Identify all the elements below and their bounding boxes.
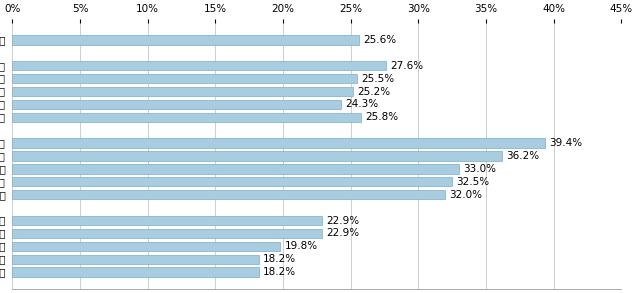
Text: 18.2%: 18.2%: [262, 254, 296, 264]
Text: 県央地域: 県央地域: [0, 74, 6, 84]
Text: 県西地域: 県西地域: [0, 112, 6, 122]
Text: 43位: 43位: [0, 254, 6, 264]
Text: 36.2%: 36.2%: [506, 151, 540, 161]
Bar: [12, 100, 341, 109]
Text: 27.6%: 27.6%: [390, 61, 423, 71]
Bar: [12, 61, 386, 70]
Bar: [12, 139, 545, 148]
Text: 25.5%: 25.5%: [361, 74, 394, 84]
Text: 25.8%: 25.8%: [366, 112, 399, 122]
Text: 32.0%: 32.0%: [450, 190, 482, 200]
Text: 5位: 5位: [0, 190, 6, 200]
Text: 2位: 2位: [0, 151, 6, 161]
Text: 24.3%: 24.3%: [345, 99, 378, 109]
Text: 25.6%: 25.6%: [363, 35, 396, 45]
Bar: [12, 35, 359, 45]
Text: 40位: 40位: [0, 216, 6, 226]
Bar: [12, 190, 445, 199]
Text: 42位: 42位: [0, 241, 6, 251]
Bar: [12, 113, 361, 122]
Text: 3位: 3位: [0, 164, 6, 174]
Bar: [12, 216, 322, 225]
Text: 県計: 県計: [0, 35, 6, 45]
Bar: [12, 242, 280, 251]
Text: 1位: 1位: [0, 138, 6, 148]
Bar: [12, 164, 459, 173]
Text: 39.4%: 39.4%: [550, 138, 583, 148]
Text: 41位: 41位: [0, 229, 6, 239]
Bar: [12, 177, 452, 186]
Bar: [12, 87, 354, 96]
Text: 32.5%: 32.5%: [456, 177, 489, 187]
Text: 33.0%: 33.0%: [463, 164, 496, 174]
Text: 22.9%: 22.9%: [326, 216, 359, 226]
Text: 4位: 4位: [0, 177, 6, 187]
Bar: [12, 268, 259, 277]
Bar: [12, 255, 259, 264]
Bar: [12, 74, 357, 83]
Bar: [12, 151, 502, 161]
Bar: [12, 229, 322, 238]
Text: 44位: 44位: [0, 267, 6, 277]
Text: 県北地域: 県北地域: [0, 61, 6, 71]
Text: 22.9%: 22.9%: [326, 229, 359, 239]
Text: 25.2%: 25.2%: [357, 86, 390, 96]
Text: 19.8%: 19.8%: [284, 241, 317, 251]
Text: 鹿行地域: 鹿行地域: [0, 86, 6, 96]
Text: 18.2%: 18.2%: [262, 267, 296, 277]
Text: 県南地域: 県南地域: [0, 99, 6, 109]
